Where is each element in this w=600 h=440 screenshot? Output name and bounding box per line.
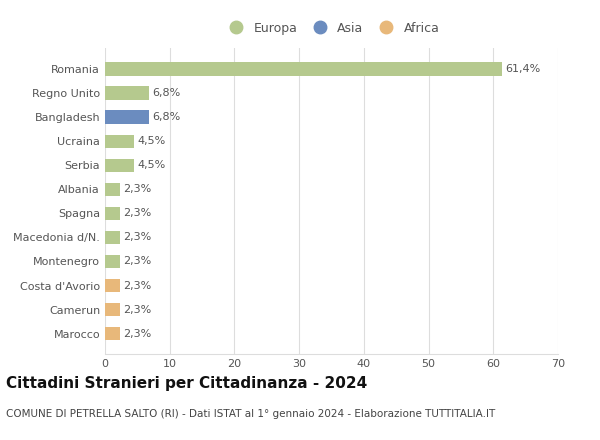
Text: 2,3%: 2,3% (123, 329, 151, 339)
Bar (105, 279, 120, 292)
Text: 2,3%: 2,3% (123, 281, 151, 290)
Text: COMUNE DI PETRELLA SALTO (RI) - Dati ISTAT al 1° gennaio 2024 - Elaborazione TUT: COMUNE DI PETRELLA SALTO (RI) - Dati IST… (6, 409, 495, 419)
Bar (105, 86, 149, 99)
Text: 4,5%: 4,5% (137, 160, 166, 170)
Text: 2,3%: 2,3% (123, 208, 151, 218)
Text: 6,8%: 6,8% (152, 88, 181, 98)
Bar (105, 183, 120, 196)
Text: 6,8%: 6,8% (152, 112, 181, 122)
Legend: Europa, Asia, Africa: Europa, Asia, Africa (220, 18, 443, 38)
Bar (105, 327, 120, 340)
Bar (105, 303, 120, 316)
Bar (105, 158, 134, 172)
Bar (105, 62, 502, 76)
Text: 2,3%: 2,3% (123, 184, 151, 194)
Bar (105, 207, 120, 220)
Bar (105, 135, 134, 148)
Text: 2,3%: 2,3% (123, 232, 151, 242)
Bar (105, 231, 120, 244)
Text: 2,3%: 2,3% (123, 257, 151, 267)
Bar (105, 255, 120, 268)
Text: Cittadini Stranieri per Cittadinanza - 2024: Cittadini Stranieri per Cittadinanza - 2… (6, 376, 367, 391)
Bar (105, 110, 149, 124)
Text: 2,3%: 2,3% (123, 304, 151, 315)
Text: 61,4%: 61,4% (506, 64, 541, 74)
Text: 4,5%: 4,5% (137, 136, 166, 146)
